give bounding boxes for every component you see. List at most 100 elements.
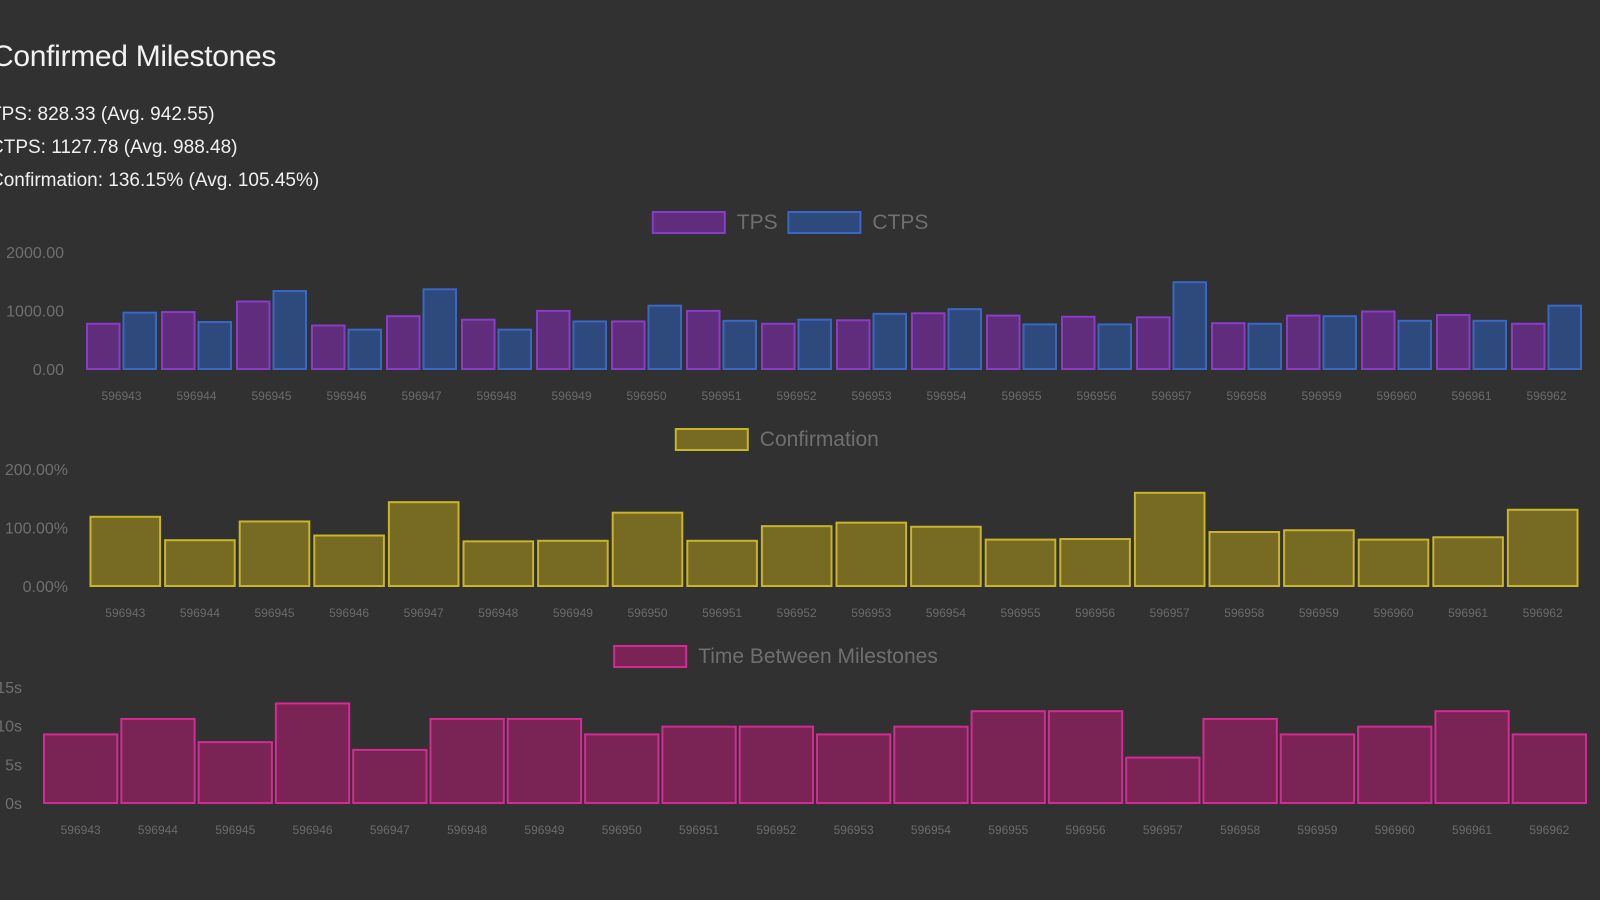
bar-confirmation <box>910 525 982 588</box>
x-tick-label: 596949 <box>553 606 593 620</box>
bar-tps <box>836 319 871 370</box>
x-tick-label: 596946 <box>329 606 369 620</box>
y-tick-label: 0s <box>5 796 22 813</box>
x-tick-label: 596947 <box>370 823 410 837</box>
bar-time-between-milestones <box>43 733 119 804</box>
confirmation-chart: Confirmation 0.00% 100.00% 200.00% 596943 596… <box>5 428 1579 620</box>
x-tick-label: 596951 <box>679 823 719 837</box>
x-tick-label: 596952 <box>777 606 817 620</box>
y-tick-label: 10s <box>0 719 22 736</box>
time-between-milestones-chart: Time Between Milestones 0s 5s 10s 15s 596943 5… <box>0 645 1587 837</box>
bar-ctps <box>1097 323 1132 371</box>
bar-tps <box>1211 322 1246 370</box>
x-tick-label: 596949 <box>524 823 564 837</box>
bar-confirmation <box>1432 536 1504 587</box>
bar-time-between-milestones <box>1511 733 1587 804</box>
x-tick-label: 596950 <box>627 606 667 620</box>
x-tick-label: 596950 <box>626 389 666 403</box>
bar-confirmation <box>686 539 758 588</box>
y-tick-label: 100.00% <box>5 521 68 538</box>
bar-tps <box>1511 322 1546 371</box>
y-tick-label: 0.00 <box>33 362 64 379</box>
y-tick-label: 0.00% <box>23 579 68 596</box>
bar-time-between-milestones <box>1357 725 1433 804</box>
x-tick-label: 596943 <box>101 389 141 403</box>
x-tick-label: 596954 <box>926 606 966 620</box>
bar-tps <box>911 312 946 370</box>
x-tick-label: 596961 <box>1451 389 1491 403</box>
bar-time-between-milestones <box>352 748 428 805</box>
bar-time-between-milestones <box>1279 733 1356 804</box>
bar-tps <box>611 320 646 370</box>
tps-ctps-chart: TPS CTPS 0.00 1000.00 2000.00 596943 596944 596… <box>6 211 1582 403</box>
bar-confirmation <box>760 525 833 588</box>
bar-time-between-milestones <box>274 702 351 804</box>
x-tick-label: 596943 <box>105 606 145 620</box>
x-tick-label: 596955 <box>1001 389 1041 403</box>
bar-tps <box>1136 316 1171 370</box>
x-tick-label: 596948 <box>476 389 516 403</box>
bar-ctps <box>272 290 307 370</box>
bar-time-between-milestones <box>197 741 273 804</box>
x-tick-label: 596960 <box>1373 606 1413 620</box>
x-tick-label: 596955 <box>988 823 1028 837</box>
bar-time-between-milestones <box>584 733 660 804</box>
x-tick-label: 596943 <box>61 823 101 837</box>
x-tick-label: 596957 <box>1151 389 1191 403</box>
x-tick-label: 596954 <box>911 823 951 837</box>
bar-ctps <box>1322 315 1357 370</box>
bar-ctps <box>1172 281 1207 370</box>
x-tick-label: 596945 <box>215 823 255 837</box>
x-tick-label: 596960 <box>1376 389 1416 403</box>
bar-ctps <box>1022 323 1057 371</box>
bar-confirmation <box>537 539 609 588</box>
legend-label-ctps: CTPS <box>872 211 928 234</box>
bar-confirmation <box>1133 491 1206 587</box>
bar-tps <box>461 318 496 371</box>
bar-ctps <box>872 312 907 370</box>
x-tick-label: 596959 <box>1299 606 1339 620</box>
x-tick-label: 596956 <box>1075 606 1115 620</box>
bar-confirmation <box>984 538 1057 587</box>
x-tick-label: 596952 <box>776 389 816 403</box>
bar-tps <box>686 309 721 370</box>
bar-ctps <box>947 308 982 371</box>
bar-tps <box>1436 314 1471 371</box>
bar-time-between-milestones <box>893 725 969 804</box>
x-tick-label: 596953 <box>834 823 874 837</box>
x-tick-label: 596961 <box>1448 606 1488 620</box>
x-tick-label: 596947 <box>404 606 444 620</box>
x-tick-label: 596956 <box>1076 389 1116 403</box>
bar-ctps <box>422 288 457 370</box>
y-tick-label: 2000.00 <box>6 245 64 262</box>
bar-tps <box>1286 314 1321 370</box>
legend-swatch-confirmation <box>674 428 749 451</box>
y-tick-label: 15s <box>0 680 22 697</box>
x-tick-label: 596951 <box>701 389 741 403</box>
tps-stat: TPS: 828.33 (Avg. 942.55) <box>0 104 215 125</box>
x-tick-label: 596961 <box>1452 823 1492 837</box>
x-tick-label: 596946 <box>326 389 366 403</box>
bar-ctps <box>797 318 832 371</box>
y-tick-label: 1000.00 <box>6 304 64 321</box>
bar-tps <box>86 322 121 371</box>
x-tick-label: 596957 <box>1143 823 1183 837</box>
x-tick-label: 596946 <box>293 823 333 837</box>
bar-time-between-milestones <box>120 717 196 804</box>
bar-ctps <box>1247 322 1282 371</box>
x-tick-label: 596962 <box>1523 606 1563 620</box>
x-tick-label: 596944 <box>176 389 216 403</box>
legend-label-time-between-milestones: Time Between Milestones <box>698 645 938 668</box>
bar-tps <box>236 300 271 370</box>
bar-time-between-milestones <box>1202 717 1278 804</box>
bar-confirmation <box>238 520 311 587</box>
y-tick-label: 200.00% <box>5 462 68 479</box>
bar-confirmation <box>1059 538 1131 587</box>
bar-confirmation <box>611 511 684 587</box>
bar-tps <box>1361 310 1396 370</box>
bar-confirmation <box>1357 538 1430 587</box>
page-title: Confirmed Milestones <box>0 40 277 73</box>
x-tick-label: 596950 <box>602 823 642 837</box>
bar-time-between-milestones <box>506 717 583 804</box>
x-tick-label: 596959 <box>1301 389 1341 403</box>
